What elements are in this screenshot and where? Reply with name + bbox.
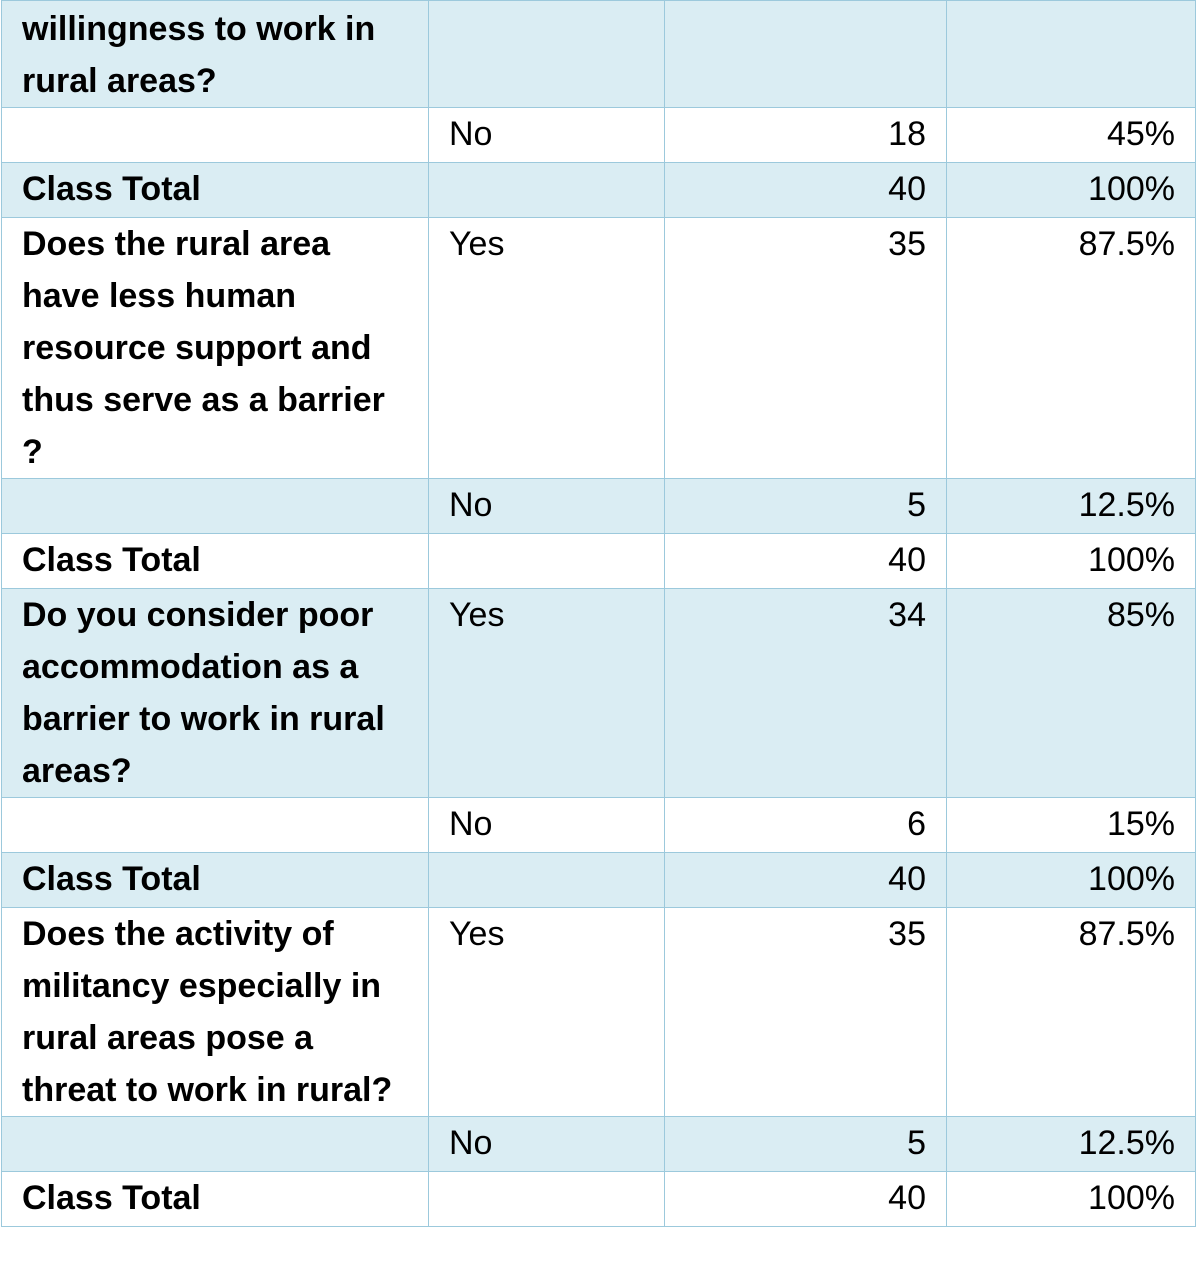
question-cell: willingness to work in rural areas? — [1, 0, 429, 108]
table-row: No 5 12.5% — [1, 478, 1196, 534]
question-cell — [1, 1116, 429, 1172]
answer-cell: No — [428, 107, 665, 163]
percent-cell: 45% — [946, 107, 1196, 163]
table-row: willingness to work in rural areas? — [1, 0, 1196, 108]
answer-cell — [428, 852, 665, 908]
answer-cell — [428, 533, 665, 589]
percent-cell: 100% — [946, 162, 1196, 218]
answer-cell — [428, 1171, 665, 1227]
class-total-label: Class Total — [1, 852, 429, 908]
percent-cell: 85% — [946, 588, 1196, 798]
count-cell: 40 — [664, 533, 947, 589]
count-cell: 5 — [664, 478, 947, 534]
answer-cell: Yes — [428, 588, 665, 798]
count-cell: 40 — [664, 1171, 947, 1227]
question-cell: Does the activity of militancy especiall… — [1, 907, 429, 1117]
count-cell: 35 — [664, 217, 947, 479]
question-cell — [1, 107, 429, 163]
question-cell: Does the rural area have less human reso… — [1, 217, 429, 479]
survey-results-table: willingness to work in rural areas? No 1… — [1, 0, 1196, 1227]
answer-cell — [428, 162, 665, 218]
percent-cell: 87.5% — [946, 217, 1196, 479]
answer-cell — [428, 0, 665, 108]
class-total-label: Class Total — [1, 162, 429, 218]
count-cell: 34 — [664, 588, 947, 798]
percent-cell: 100% — [946, 852, 1196, 908]
table-row: Class Total 40 100% — [1, 1171, 1196, 1227]
table-row: Class Total 40 100% — [1, 162, 1196, 218]
answer-cell: Yes — [428, 907, 665, 1117]
table-row: No 5 12.5% — [1, 1116, 1196, 1172]
table-row: Do you consider poor accommodation as a … — [1, 588, 1196, 798]
answer-cell: No — [428, 1116, 665, 1172]
percent-cell: 87.5% — [946, 907, 1196, 1117]
table-row: Class Total 40 100% — [1, 852, 1196, 908]
class-total-label: Class Total — [1, 1171, 429, 1227]
answer-cell: No — [428, 478, 665, 534]
table-row: Does the activity of militancy especiall… — [1, 907, 1196, 1117]
table-row: Class Total 40 100% — [1, 533, 1196, 589]
table-row: No 18 45% — [1, 107, 1196, 163]
table-row: No 6 15% — [1, 797, 1196, 853]
question-cell — [1, 797, 429, 853]
count-cell: 6 — [664, 797, 947, 853]
table-row: Does the rural area have less human reso… — [1, 217, 1196, 479]
count-cell: 18 — [664, 107, 947, 163]
percent-cell: 12.5% — [946, 478, 1196, 534]
percent-cell — [946, 0, 1196, 108]
answer-cell: No — [428, 797, 665, 853]
count-cell — [664, 0, 947, 108]
percent-cell: 15% — [946, 797, 1196, 853]
percent-cell: 100% — [946, 1171, 1196, 1227]
count-cell: 40 — [664, 852, 947, 908]
answer-cell: Yes — [428, 217, 665, 479]
class-total-label: Class Total — [1, 533, 429, 589]
percent-cell: 12.5% — [946, 1116, 1196, 1172]
percent-cell: 100% — [946, 533, 1196, 589]
count-cell: 40 — [664, 162, 947, 218]
question-cell — [1, 478, 429, 534]
count-cell: 5 — [664, 1116, 947, 1172]
question-cell: Do you consider poor accommodation as a … — [1, 588, 429, 798]
count-cell: 35 — [664, 907, 947, 1117]
